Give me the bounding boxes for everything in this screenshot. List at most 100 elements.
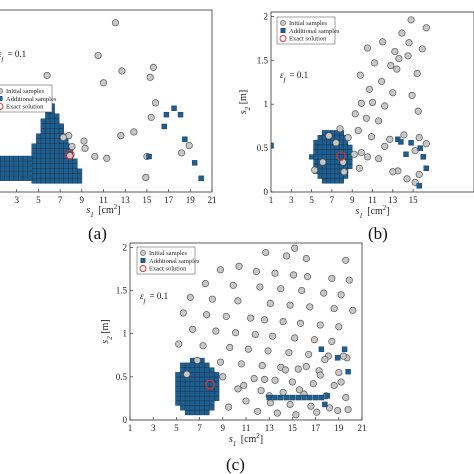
initial-sample-marker [422, 24, 430, 32]
initial-sample-marker [414, 107, 422, 115]
additional-sample-marker [175, 400, 181, 406]
initial-sample-marker [203, 311, 211, 319]
additional-sample-marker [204, 372, 210, 378]
additional-sample-marker [49, 158, 55, 164]
additional-sample-marker [343, 144, 349, 150]
additional-sample-marker [45, 168, 51, 174]
additional-sample-marker [0, 170, 6, 176]
additional-sample-marker [45, 173, 51, 179]
exact-solution-marker [205, 379, 215, 390]
additional-sample-marker [180, 367, 186, 373]
epsilon-annotation: εf = 0.1 [0, 49, 26, 63]
initial-sample-marker [350, 150, 358, 158]
initial-sample-marker [357, 99, 365, 107]
panel-label-b: (b) [368, 224, 388, 243]
initial-sample-marker [261, 316, 269, 324]
initial-sample-marker [332, 139, 340, 147]
additional-sample-marker [214, 376, 220, 382]
initial-sample-marker [298, 286, 306, 295]
legend-entry: Additional samples [6, 96, 57, 103]
x-tick-label: 1 [128, 423, 133, 433]
additional-sample-marker [199, 400, 205, 406]
additional-sample-marker [204, 362, 210, 368]
initial-sample-marker [307, 402, 315, 410]
additional-sample-marker [423, 165, 429, 171]
additional-sample-marker [209, 400, 215, 406]
additional-sample-marker [40, 178, 46, 184]
additional-sample-marker [199, 395, 205, 401]
additional-sample-marker [189, 367, 195, 373]
initial-sample-marker [305, 350, 313, 358]
initial-sample-marker [111, 19, 119, 27]
initial-sample-marker [266, 399, 274, 407]
initial-sample-marker [222, 312, 230, 320]
initial-sample-marker [91, 152, 99, 161]
initial-sample-marker [286, 301, 294, 309]
initial-sample-marker [232, 329, 240, 337]
additional-sample-marker [13, 175, 19, 181]
initial-sample-marker [286, 400, 294, 409]
additional-sample-marker [54, 133, 60, 139]
additional-sample-marker [177, 111, 184, 118]
additional-sample-marker [194, 395, 200, 401]
y-tick-label: 0.5 [257, 143, 269, 153]
additional-sample-marker [204, 367, 210, 373]
initial-sample-marker [273, 409, 281, 417]
additional-sample-marker [322, 401, 328, 408]
additional-sample-marker [4, 165, 10, 171]
additional-sample-marker [189, 376, 195, 382]
additional-sample-marker [334, 164, 340, 170]
additional-sample-marker [58, 153, 64, 159]
additional-sample-marker [398, 139, 404, 145]
additional-sample-marker [199, 381, 205, 387]
additional-sample-marker [194, 410, 200, 416]
initial-sample-marker [295, 386, 303, 394]
additional-sample-marker [301, 394, 307, 401]
initial-sample-marker [330, 305, 338, 313]
additional-sample-marker [40, 143, 46, 149]
additional-sample-marker [199, 376, 205, 382]
additional-sample-marker [326, 154, 332, 160]
additional-sample-marker [321, 173, 327, 179]
additional-sample-marker [180, 386, 186, 392]
initial-sample-marker [142, 173, 150, 181]
panel-label-c: (c) [226, 455, 245, 474]
initial-sample-marker [335, 323, 343, 331]
x-tick-label: 15 [142, 195, 152, 205]
additional-sample-marker [326, 149, 332, 155]
additional-sample-marker [22, 155, 28, 161]
additional-sample-marker [45, 128, 51, 134]
additional-sample-marker [58, 168, 64, 174]
legend-additional-icon [0, 96, 3, 101]
initial-sample-marker [235, 262, 243, 270]
initial-sample-marker [201, 280, 209, 288]
panel-a: 3 5 7 9 11 13 15 17 19 21 s1 [cm2] Initial samplesA… [0, 9, 217, 219]
initial-sample-marker [325, 404, 334, 412]
initial-sample-marker [411, 147, 419, 155]
additional-sample-marker [63, 163, 69, 169]
additional-sample-marker [194, 372, 200, 378]
additional-sample-marker [36, 168, 42, 174]
additional-sample-marker [180, 376, 186, 382]
additional-sample-marker [214, 395, 220, 401]
x-tick-label: 19 [186, 195, 196, 205]
initial-sample-marker [271, 376, 279, 384]
initial-sample-marker [403, 175, 411, 183]
initial-sample-marker [316, 371, 324, 379]
additional-sample-marker [36, 173, 42, 179]
additional-sample-marker [338, 144, 344, 150]
additional-sample-marker [266, 394, 272, 401]
additional-sample-marker [199, 391, 205, 397]
initial-sample-marker [303, 273, 312, 281]
additional-sample-marker [54, 158, 60, 164]
additional-sample-marker [326, 139, 332, 145]
additional-sample-marker [13, 155, 19, 161]
additional-sample-marker [68, 178, 74, 184]
additional-sample-marker [334, 355, 341, 361]
additional-sample-marker [175, 376, 181, 382]
initial-sample-marker [261, 375, 269, 383]
additional-sample-marker [18, 170, 24, 176]
x-tick-label: 9 [221, 423, 226, 433]
initial-sample-marker [321, 356, 329, 364]
initial-sample-marker [367, 133, 376, 141]
